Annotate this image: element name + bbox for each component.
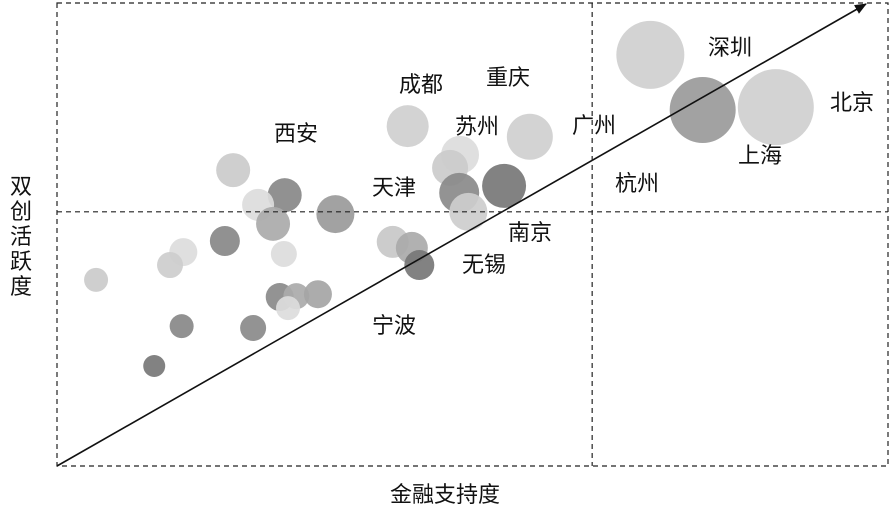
- bubble: [157, 252, 184, 279]
- bubble: [169, 314, 194, 339]
- bubble: [316, 195, 355, 234]
- city-label: 北京: [830, 90, 874, 115]
- x-axis-label: 金融支持度: [390, 482, 500, 507]
- city-label: 重庆: [486, 65, 530, 90]
- bubble: [84, 267, 109, 292]
- bubble: [267, 178, 302, 213]
- city-label: 深圳: [708, 35, 752, 60]
- plot-frame: [56, 2, 889, 467]
- city-label: 杭州: [615, 171, 659, 196]
- bubble: [506, 113, 553, 160]
- city-label: 广州: [572, 113, 616, 138]
- city-label: 宁波: [372, 313, 416, 338]
- bubble: [216, 153, 251, 188]
- city-label: 天津: [372, 175, 416, 200]
- bubble: [616, 20, 685, 89]
- city-label: 上海: [738, 143, 782, 168]
- city-label: 成都: [399, 72, 443, 97]
- trend-arrow: [56, 3, 867, 467]
- bubble: [386, 105, 429, 148]
- bubble: [256, 206, 291, 241]
- bubble: [669, 76, 736, 143]
- bubble: [276, 296, 301, 321]
- city-label: 西安: [274, 121, 318, 146]
- city-label: 苏州: [455, 114, 499, 139]
- city-label: 南京: [508, 220, 552, 245]
- bubble: [270, 240, 297, 267]
- bubble: [209, 225, 240, 256]
- city-label: 无锡: [462, 252, 506, 277]
- bubble: [303, 280, 332, 309]
- y-axis-label: 双创活跃度: [7, 175, 32, 300]
- bubble: [404, 250, 435, 281]
- bubble: [240, 315, 267, 342]
- bubbles: [84, 20, 814, 377]
- bubble: [482, 163, 527, 208]
- bubble: [737, 69, 814, 146]
- bubble: [449, 192, 488, 231]
- bubble: [143, 354, 166, 377]
